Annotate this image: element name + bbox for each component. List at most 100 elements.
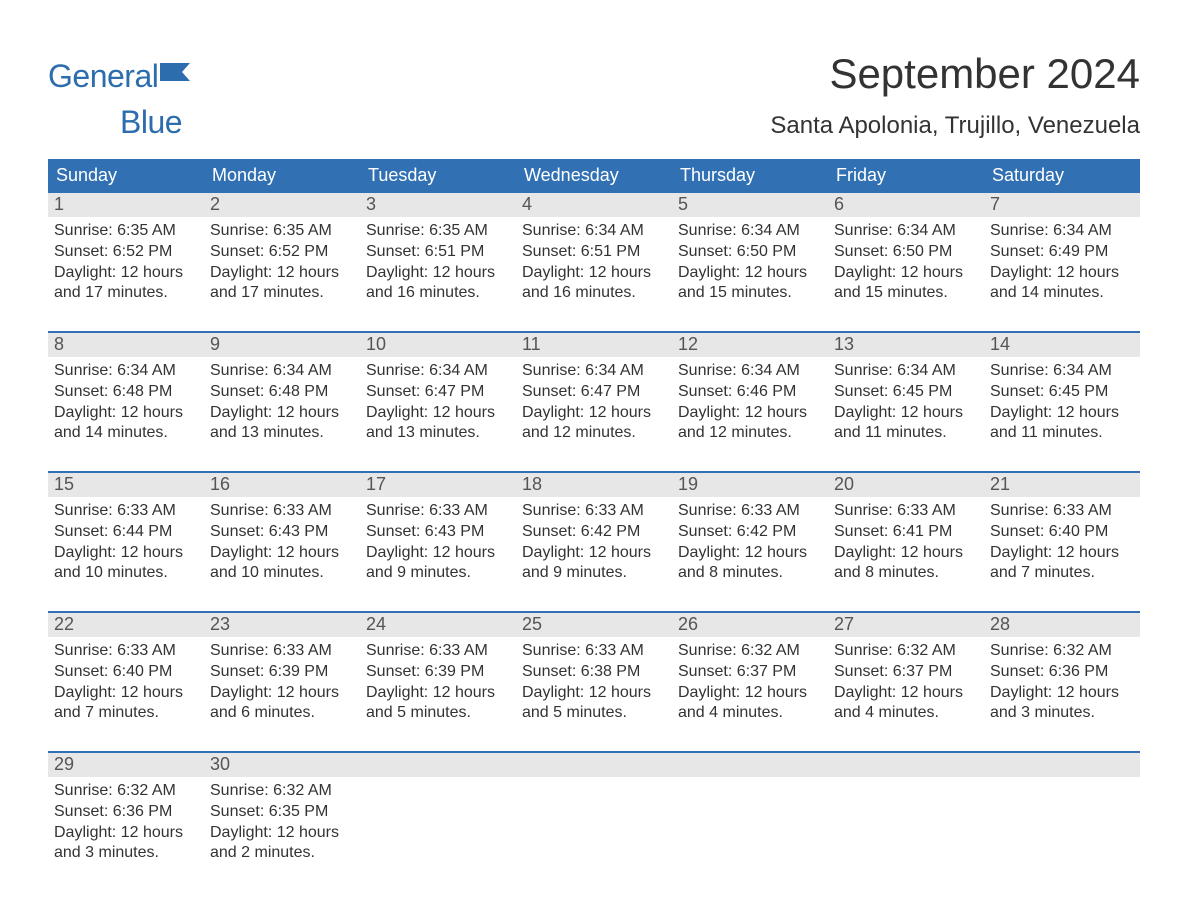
sunset-value: 6:37 PM: [737, 663, 797, 680]
day-cell: 17Sunrise: 6:33 AMSunset: 6:43 PMDayligh…: [360, 473, 516, 601]
sunrise-line: Sunrise: 6:34 AM: [990, 221, 1134, 242]
day-body: Sunrise: 6:33 AMSunset: 6:40 PMDaylight:…: [48, 637, 204, 724]
sunrise-value: 6:34 AM: [273, 362, 332, 379]
daylight-label: Daylight:: [678, 404, 740, 421]
daylight-line2: and 9 minutes.: [522, 563, 666, 584]
sunset-line: Sunset: 6:42 PM: [678, 522, 822, 543]
day-body: Sunrise: 6:34 AMSunset: 6:50 PMDaylight:…: [828, 217, 984, 304]
sunset-value: 6:42 PM: [737, 523, 797, 540]
day-body: Sunrise: 6:32 AMSunset: 6:37 PMDaylight:…: [828, 637, 984, 724]
sunset-value: 6:47 PM: [425, 383, 485, 400]
daylight-line2: and 9 minutes.: [366, 563, 510, 584]
sunrise-label: Sunrise:: [210, 502, 269, 519]
daylight-value-1: 12 hours: [121, 544, 183, 561]
daylight-line2: and 14 minutes.: [990, 283, 1134, 304]
daylight-value-1: 12 hours: [433, 544, 495, 561]
sunset-value: 6:35 PM: [269, 803, 329, 820]
daylight-line1: Daylight: 12 hours: [834, 403, 978, 424]
day-number: 21: [984, 473, 1140, 497]
daylight-value-1: 12 hours: [901, 264, 963, 281]
sunrise-line: Sunrise: 6:34 AM: [990, 361, 1134, 382]
sunset-value: 6:44 PM: [113, 523, 173, 540]
sunset-line: Sunset: 6:51 PM: [366, 242, 510, 263]
daylight-line2: and 8 minutes.: [678, 563, 822, 584]
sunset-line: Sunset: 6:52 PM: [54, 242, 198, 263]
sunrise-label: Sunrise:: [366, 502, 425, 519]
daylight-label: Daylight:: [990, 684, 1052, 701]
sunrise-label: Sunrise:: [678, 222, 737, 239]
sunrise-line: Sunrise: 6:34 AM: [678, 221, 822, 242]
day-body: Sunrise: 6:35 AMSunset: 6:52 PMDaylight:…: [48, 217, 204, 304]
sunrise-value: 6:34 AM: [1053, 222, 1112, 239]
daylight-line1: Daylight: 12 hours: [678, 403, 822, 424]
sunrise-value: 6:33 AM: [117, 502, 176, 519]
sunrise-value: 6:35 AM: [117, 222, 176, 239]
sunrise-value: 6:34 AM: [117, 362, 176, 379]
sunrise-line: Sunrise: 6:33 AM: [54, 501, 198, 522]
daylight-line2: and 17 minutes.: [54, 283, 198, 304]
sunset-label: Sunset:: [678, 243, 732, 260]
day-number: 10: [360, 333, 516, 357]
day-cell: 12Sunrise: 6:34 AMSunset: 6:46 PMDayligh…: [672, 333, 828, 461]
sunrise-value: 6:33 AM: [741, 502, 800, 519]
sunrise-line: Sunrise: 6:32 AM: [834, 641, 978, 662]
day-body: Sunrise: 6:32 AMSunset: 6:36 PMDaylight:…: [48, 777, 204, 864]
sunset-line: Sunset: 6:45 PM: [834, 382, 978, 403]
sunset-label: Sunset:: [990, 383, 1044, 400]
sunrise-value: 6:34 AM: [585, 362, 644, 379]
sunrise-value: 6:32 AM: [897, 642, 956, 659]
day-body: Sunrise: 6:34 AMSunset: 6:48 PMDaylight:…: [204, 357, 360, 444]
sunset-line: Sunset: 6:52 PM: [210, 242, 354, 263]
day-cell: [360, 753, 516, 881]
daylight-value-1: 12 hours: [277, 404, 339, 421]
sunset-line: Sunset: 6:37 PM: [834, 662, 978, 683]
sunrise-label: Sunrise:: [990, 502, 1049, 519]
sunrise-line: Sunrise: 6:33 AM: [210, 641, 354, 662]
sunrise-line: Sunrise: 6:34 AM: [522, 361, 666, 382]
sunset-label: Sunset:: [54, 383, 108, 400]
sunrise-line: Sunrise: 6:33 AM: [678, 501, 822, 522]
sunrise-label: Sunrise:: [678, 642, 737, 659]
day-number: 17: [360, 473, 516, 497]
day-cell: [672, 753, 828, 881]
dow-thursday: Thursday: [672, 165, 828, 186]
daylight-value-1: 12 hours: [277, 264, 339, 281]
daylight-value-1: 12 hours: [121, 684, 183, 701]
day-number: 22: [48, 613, 204, 637]
daylight-value-1: 12 hours: [589, 684, 651, 701]
sunset-label: Sunset:: [990, 523, 1044, 540]
daylight-line1: Daylight: 12 hours: [522, 403, 666, 424]
weeks-container: 1Sunrise: 6:35 AMSunset: 6:52 PMDaylight…: [48, 191, 1140, 881]
sunrise-line: Sunrise: 6:32 AM: [990, 641, 1134, 662]
daylight-label: Daylight:: [834, 264, 896, 281]
sunrise-label: Sunrise:: [522, 362, 581, 379]
daylight-line2: and 10 minutes.: [54, 563, 198, 584]
sunrise-value: 6:34 AM: [741, 222, 800, 239]
day-body: Sunrise: 6:33 AMSunset: 6:39 PMDaylight:…: [204, 637, 360, 724]
day-cell: [984, 753, 1140, 881]
daylight-label: Daylight:: [522, 544, 584, 561]
day-number: 16: [204, 473, 360, 497]
sunset-value: 6:42 PM: [581, 523, 641, 540]
week-row: 8Sunrise: 6:34 AMSunset: 6:48 PMDaylight…: [48, 331, 1140, 461]
sunrise-value: 6:33 AM: [585, 642, 644, 659]
dow-friday: Friday: [828, 165, 984, 186]
sunset-value: 6:41 PM: [893, 523, 953, 540]
daylight-label: Daylight:: [54, 544, 116, 561]
daylight-label: Daylight:: [210, 264, 272, 281]
daylight-label: Daylight:: [834, 544, 896, 561]
daylight-line2: and 12 minutes.: [678, 423, 822, 444]
day-cell: 9Sunrise: 6:34 AMSunset: 6:48 PMDaylight…: [204, 333, 360, 461]
daylight-value-1: 12 hours: [589, 404, 651, 421]
daylight-label: Daylight:: [990, 264, 1052, 281]
day-number: [984, 753, 1140, 777]
sunset-label: Sunset:: [54, 803, 108, 820]
daylight-label: Daylight:: [54, 404, 116, 421]
day-cell: 27Sunrise: 6:32 AMSunset: 6:37 PMDayligh…: [828, 613, 984, 741]
daylight-value-1: 12 hours: [745, 404, 807, 421]
sunrise-line: Sunrise: 6:34 AM: [210, 361, 354, 382]
sunrise-line: Sunrise: 6:33 AM: [210, 501, 354, 522]
dow-sunday: Sunday: [48, 165, 204, 186]
sunrise-label: Sunrise:: [210, 222, 269, 239]
daylight-value-1: 12 hours: [745, 264, 807, 281]
